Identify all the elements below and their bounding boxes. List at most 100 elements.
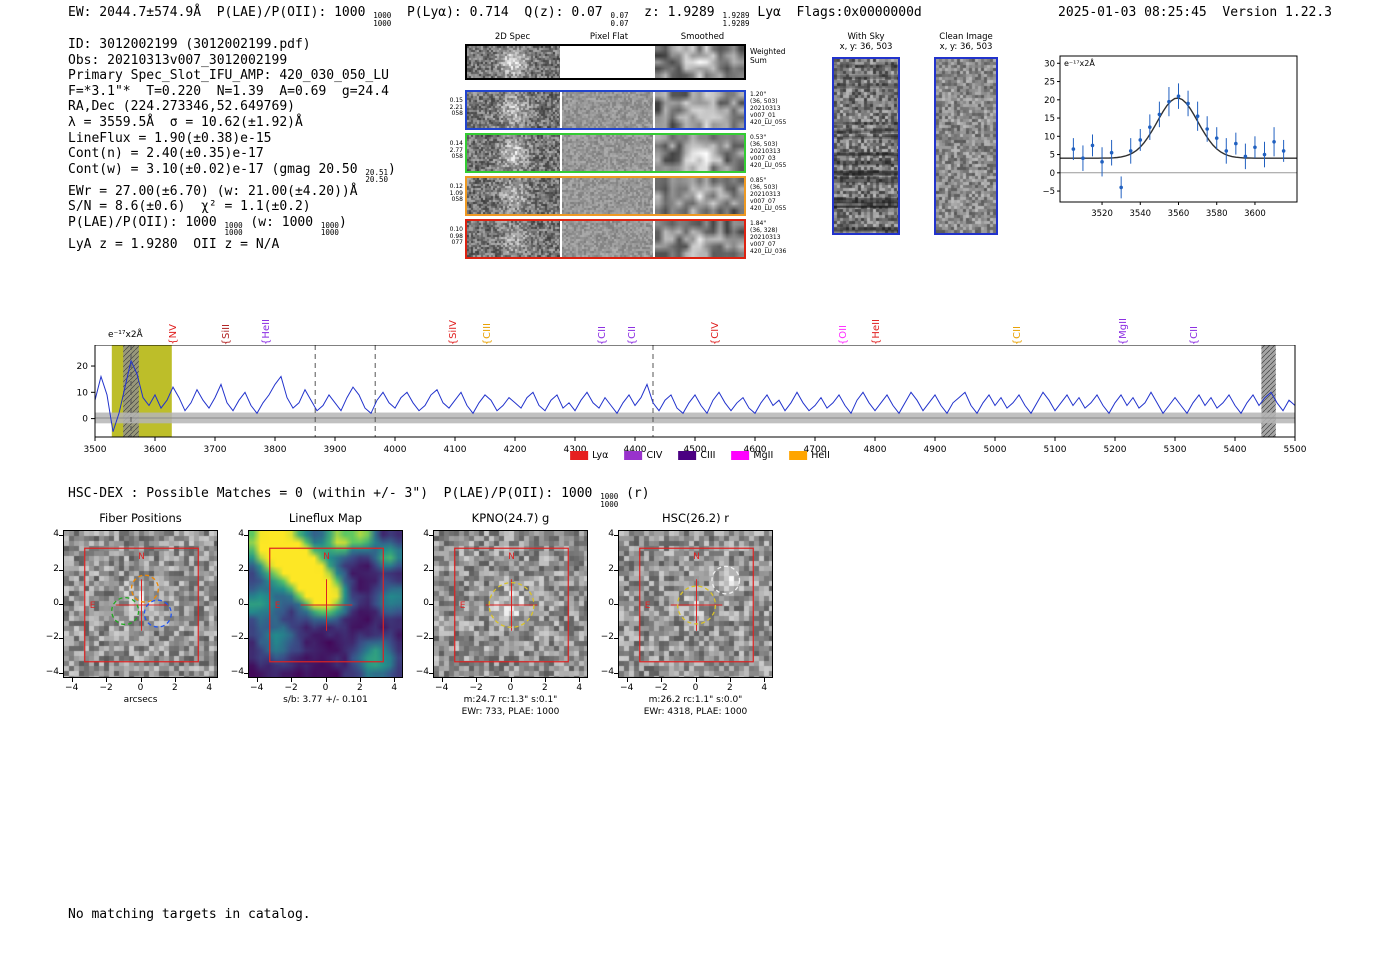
svg-text:3700: 3700 bbox=[204, 445, 227, 455]
footer-line-1: No matching targets in catalog. bbox=[68, 907, 311, 923]
pixelflat-image bbox=[562, 178, 653, 214]
info-line: λ = 3559.5Å σ = 10.62(±1.92)Å bbox=[68, 114, 303, 130]
svg-text:−5: −5 bbox=[1042, 187, 1055, 197]
inset-svg: 3520 3540 3560 3580 3600 30 25 20 15 10 5 0 −5 e⁻¹⁷x2… bbox=[1042, 55, 1298, 219]
smoothed-image bbox=[655, 46, 744, 78]
cutout-caption: m:26.2 rc:1.1" s:0.0" bbox=[648, 695, 743, 705]
cutout-ytick: 4 bbox=[423, 529, 429, 540]
spectrum-svg: 3500 3600 3700 3800 3900 4000 4100 4200 4300 4400… bbox=[77, 344, 1307, 455]
cutout-title: HSC(26.2) r bbox=[662, 511, 729, 525]
legend-item-CIII: CIII bbox=[678, 450, 715, 461]
line-marker-SiIV: {SiIV bbox=[448, 319, 459, 345]
cutout-title: Fiber Positions bbox=[99, 511, 182, 525]
cutout-ytick: 4 bbox=[53, 529, 59, 540]
svg-text:5100: 5100 bbox=[1044, 445, 1067, 455]
svg-text:4000: 4000 bbox=[384, 445, 407, 455]
spec2d-row-left-labels: 0.12 1.09 058 bbox=[449, 183, 463, 203]
cutout-image bbox=[64, 531, 217, 677]
spec2d-row-right-labels: 1.20" (36, 503) 20210313 v007_01 420_LU_… bbox=[750, 91, 787, 126]
cutout-xtick: 0 bbox=[137, 683, 144, 693]
spec2d-image bbox=[467, 135, 560, 171]
cutout-xlabel: arcsecs bbox=[123, 695, 158, 705]
legend-swatch bbox=[570, 451, 589, 460]
cleanimage-title-text: Clean Image bbox=[939, 32, 993, 42]
svg-text:4600: 4600 bbox=[744, 445, 767, 455]
spec2d-row-right-labels: 0.53" (36, 503) 20210313 v007_03 420_LU_… bbox=[750, 134, 787, 169]
info-line: Cont(n) = 2.40(±0.35)e-17 bbox=[68, 146, 264, 162]
cutout-ytick: 0 bbox=[608, 598, 614, 608]
cutout-ytick: 2 bbox=[423, 563, 429, 574]
cutout-overlay: NE bbox=[84, 547, 199, 663]
info-block: ID: 3012002199 (3012002199.pdf) Obs: 2021… bbox=[68, 37, 396, 253]
cutout-caption: m:24.7 rc:1.3" s:0.1" bbox=[463, 695, 558, 705]
cleanimage-subtitle: x, y: 36, 503 bbox=[939, 42, 993, 52]
withsky-image bbox=[834, 59, 898, 233]
legend-swatch bbox=[789, 451, 808, 460]
stacked-fraction: 1000 1000 bbox=[600, 492, 619, 509]
cutout-ytick: −4 bbox=[600, 666, 614, 677]
spec2d-rows bbox=[465, 44, 746, 260]
cutout-xtick: 2 bbox=[542, 683, 548, 693]
svg-text:5: 5 bbox=[1050, 151, 1055, 161]
spec2d-row-3 bbox=[465, 176, 746, 216]
line-marker-CII: {CII bbox=[1012, 325, 1023, 345]
smoothed-image bbox=[655, 221, 744, 257]
svg-text:3900: 3900 bbox=[324, 445, 347, 455]
withsky-panel bbox=[832, 57, 900, 235]
withsky-subtitle: x, y: 36, 503 bbox=[839, 42, 893, 52]
cutout-xtick: 4 bbox=[576, 683, 583, 693]
svg-text:3500: 3500 bbox=[84, 445, 107, 455]
header-version: Version 1.22.3 bbox=[1222, 5, 1332, 20]
svg-text:E: E bbox=[645, 601, 651, 611]
svg-text:4400: 4400 bbox=[624, 445, 647, 455]
cutout-xtick: −2 bbox=[99, 683, 113, 693]
cutout-title: Lineflux Map bbox=[288, 511, 363, 525]
legend-swatch bbox=[624, 451, 643, 460]
cutout-caption: EWr: 4318, PLAE: 1000 bbox=[643, 707, 748, 717]
info-line: ID: 3012002199 (3012002199.pdf) bbox=[68, 37, 311, 52]
cutout-ytick: −4 bbox=[230, 666, 244, 677]
cutout-xtick: 2 bbox=[727, 683, 733, 693]
line-marker-SiII: {SiII bbox=[221, 323, 233, 345]
cutout-xtick: 4 bbox=[391, 683, 398, 693]
line-marker-OII: {OII bbox=[838, 324, 849, 345]
info-line: F=*3.1"* T=0.220 N=1.39 A=0.69 g=24.4 bbox=[68, 83, 389, 99]
stacked-fraction: 1000 1000 bbox=[320, 220, 339, 238]
svg-text:E: E bbox=[460, 601, 466, 611]
cutout-xtick: −4 bbox=[620, 683, 634, 693]
spec2d-image bbox=[467, 178, 560, 214]
stacked-fraction: 0.07 0.07 bbox=[610, 11, 629, 28]
info-line: P(LAE)/P(OII): 1000 1000 1000 (w: 1000 10… bbox=[68, 214, 347, 238]
smoothed-image bbox=[655, 135, 744, 171]
cutout-ytick: 4 bbox=[238, 529, 244, 540]
cutout-ytick: −2 bbox=[230, 632, 244, 643]
svg-text:30: 30 bbox=[1044, 59, 1055, 69]
cutout-ytick: −4 bbox=[45, 666, 59, 677]
spec2d-image bbox=[467, 92, 560, 128]
cutout-title: KPNO(24.7) g bbox=[471, 511, 550, 525]
cleanimage-panel bbox=[934, 57, 998, 235]
line-marker-HeII: {HeII bbox=[871, 319, 882, 345]
spec2d-row-2 bbox=[465, 133, 746, 173]
svg-text:5500: 5500 bbox=[1284, 445, 1307, 455]
spec2d-row-left-labels: 0.15 2.21 058 bbox=[449, 97, 463, 117]
svg-text:E: E bbox=[275, 601, 281, 611]
info-line: Obs: 20210313v007_3012002199 bbox=[68, 52, 288, 68]
line-marker-HeII: {HeII bbox=[260, 319, 272, 345]
legend-item-MgII: MgII bbox=[731, 450, 773, 461]
cutout-xtick: 0 bbox=[507, 683, 514, 693]
svg-text:4500: 4500 bbox=[684, 445, 707, 455]
legend-swatch bbox=[731, 451, 750, 460]
spec2d-image bbox=[467, 46, 560, 78]
svg-text:20: 20 bbox=[1044, 96, 1055, 106]
cutout-ytick: 4 bbox=[608, 529, 614, 540]
spec2d-image bbox=[467, 221, 560, 257]
info-line: Cont(w) = 3.10(±0.02)e-17 (gmag 20.50 20… bbox=[68, 161, 396, 185]
cutout-caption: EWr: 733, PLAE: 1000 bbox=[461, 707, 560, 717]
svg-text:N: N bbox=[508, 552, 515, 562]
cutout-overlay: NE bbox=[269, 547, 384, 663]
svg-text:0: 0 bbox=[82, 415, 88, 425]
spec2d-row-left-labels: 0.14 2.77 058 bbox=[449, 140, 463, 160]
